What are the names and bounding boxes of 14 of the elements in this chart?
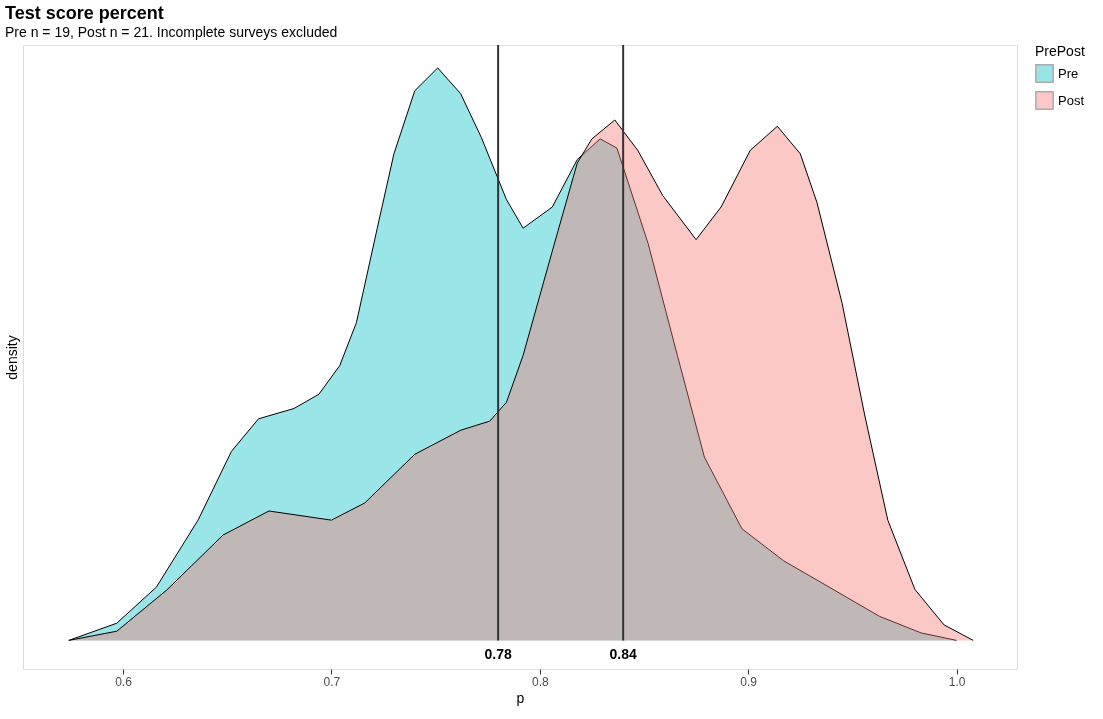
x-axis-title: p <box>516 689 525 706</box>
ref-line-label: 0.84 <box>609 645 637 662</box>
x-tick-label: 1.0 <box>948 674 966 689</box>
chart-subtitle: Pre n = 19, Post n = 21. Incomplete surveys excluded <box>5 24 338 40</box>
legend-label: Post <box>1058 92 1085 108</box>
x-tick-label: 0.7 <box>323 674 341 689</box>
x-tick-label: 0.6 <box>115 674 133 689</box>
chart-title: Test score percent <box>5 3 164 23</box>
legend-title: PrePost <box>1035 43 1085 59</box>
y-axis-title: density <box>3 335 20 380</box>
x-tick-label: 0.9 <box>740 674 758 689</box>
legend-label: Pre <box>1058 65 1079 81</box>
x-tick-label: 0.8 <box>531 674 549 689</box>
ref-line-label: 0.78 <box>484 645 512 662</box>
